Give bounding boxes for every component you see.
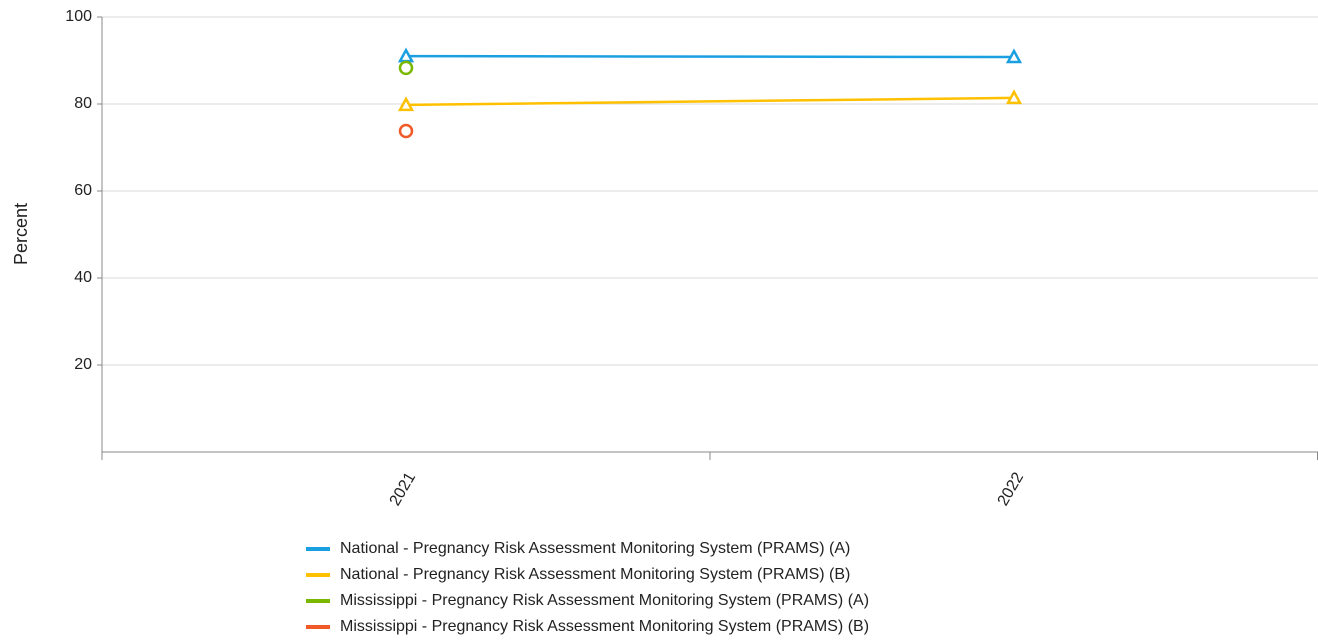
y-tick-label: 40	[74, 269, 92, 286]
marker	[397, 47, 415, 63]
series-line	[405, 54, 1015, 59]
marker	[1005, 89, 1023, 105]
x-tick-label: 2022	[995, 470, 1028, 509]
legend-label: Mississippi - Pregnancy Risk Assessment …	[340, 618, 869, 635]
y-tick-label: 80	[74, 95, 92, 112]
marker	[398, 123, 414, 139]
y-tick-label: 100	[65, 8, 92, 25]
marker	[1005, 48, 1023, 64]
marker	[398, 60, 414, 76]
y-axis-label: Percent	[11, 203, 31, 265]
marker	[397, 96, 415, 112]
y-tick-label: 20	[74, 356, 92, 373]
x-tick-label: 2021	[387, 470, 420, 509]
series-line	[405, 96, 1015, 107]
y-tick-label: 60	[74, 182, 92, 199]
legend-label: National - Pregnancy Risk Assessment Mon…	[340, 566, 850, 583]
legend-label: National - Pregnancy Risk Assessment Mon…	[340, 540, 850, 557]
legend-label: Mississippi - Pregnancy Risk Assessment …	[340, 592, 869, 609]
